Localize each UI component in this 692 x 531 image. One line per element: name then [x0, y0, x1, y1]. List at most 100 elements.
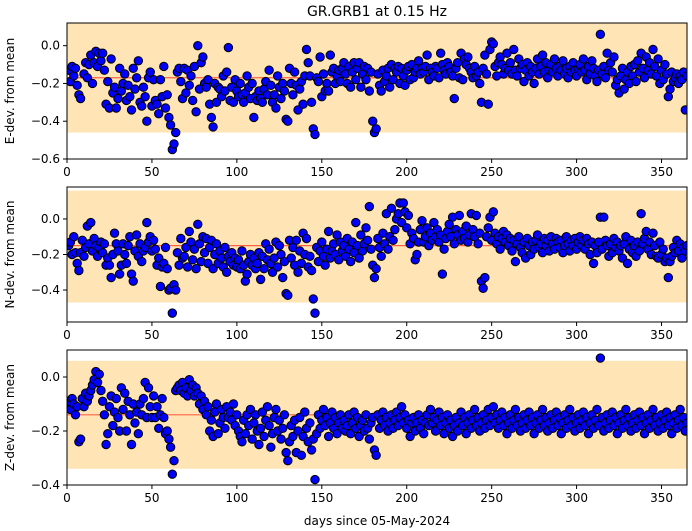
- data-point: [278, 423, 288, 433]
- data-point: [191, 107, 201, 117]
- data-point: [69, 71, 79, 81]
- data-point: [237, 437, 247, 447]
- data-point: [449, 93, 459, 104]
- data-point: [255, 423, 266, 433]
- data-point: [176, 233, 186, 244]
- data-point: [208, 122, 218, 132]
- data-point: [75, 434, 86, 444]
- data-point: [120, 249, 130, 260]
- data-point: [505, 57, 516, 68]
- data-point: [264, 420, 274, 431]
- data-point: [254, 439, 264, 450]
- data-point: [361, 74, 371, 85]
- data-point: [79, 251, 89, 261]
- y-tick-label: −0.2: [31, 248, 60, 262]
- data-point: [510, 404, 521, 415]
- data-point: [121, 258, 132, 269]
- data-point: [186, 71, 196, 81]
- data-point: [325, 50, 335, 60]
- data-point: [137, 101, 147, 111]
- data-point: [143, 383, 154, 393]
- data-point: [588, 258, 599, 269]
- data-point: [425, 404, 436, 415]
- data-point: [369, 272, 380, 283]
- data-point: [351, 217, 361, 228]
- data-point: [278, 272, 288, 283]
- data-point: [259, 431, 269, 442]
- data-point: [113, 412, 123, 423]
- data-point: [592, 76, 602, 87]
- data-point: [274, 240, 285, 251]
- data-point: [167, 469, 178, 479]
- data-point: [356, 82, 366, 92]
- data-point: [94, 369, 104, 379]
- data-point: [160, 103, 171, 113]
- data-point: [296, 450, 307, 460]
- data-point: [242, 71, 252, 81]
- data-point: [488, 39, 499, 49]
- data-point: [179, 251, 189, 261]
- data-point: [266, 442, 276, 452]
- data-point: [155, 74, 166, 85]
- data-point: [436, 48, 446, 58]
- y-tick-label: −0.6: [31, 152, 60, 166]
- data-point: [145, 67, 155, 77]
- data-point: [318, 404, 329, 415]
- x-tick-label: 350: [650, 491, 673, 505]
- x-tick-label: 150: [310, 328, 333, 342]
- data-point: [154, 108, 164, 119]
- data-point: [159, 61, 169, 72]
- panel-1: 0 50 100 150 200 250 300 350 0.0 −0.2 −0.4 −0.6 E-de…: [3, 22, 688, 179]
- y-tick-label: −0.2: [31, 76, 60, 90]
- data-point: [198, 52, 208, 62]
- x-tick-label: 350: [650, 328, 673, 342]
- data-point: [483, 99, 493, 109]
- data-point: [171, 127, 181, 138]
- data-point: [128, 276, 138, 286]
- data-point: [75, 93, 86, 104]
- data-point: [595, 353, 606, 363]
- data-point: [631, 76, 641, 87]
- x-tick-label: 100: [225, 165, 248, 179]
- data-point: [171, 285, 181, 295]
- x-tick-label: 150: [310, 165, 333, 179]
- data-point: [458, 74, 468, 85]
- data-point: [364, 86, 375, 96]
- data-point: [595, 29, 606, 40]
- data-point: [537, 50, 548, 60]
- data-point: [228, 399, 239, 409]
- data-point: [103, 429, 113, 439]
- data-point: [101, 439, 111, 450]
- data-point: [599, 212, 609, 222]
- data-point: [121, 426, 132, 436]
- data-point: [126, 439, 137, 450]
- data-point: [512, 71, 522, 81]
- data-point: [162, 264, 172, 274]
- data-point: [87, 78, 98, 89]
- data-point: [417, 216, 427, 226]
- data-point: [86, 217, 96, 228]
- data-point: [96, 56, 106, 66]
- data-point: [142, 116, 152, 126]
- x-tick-label: 200: [395, 165, 418, 179]
- data-point: [109, 228, 120, 238]
- data-point: [419, 429, 429, 439]
- x-tick-label: 100: [225, 328, 248, 342]
- data-point: [278, 78, 288, 89]
- x-tick-label: 250: [480, 491, 503, 505]
- data-point: [162, 426, 172, 436]
- data-point: [96, 385, 106, 396]
- data-point: [164, 434, 174, 444]
- data-point: [99, 410, 110, 420]
- data-point: [301, 44, 312, 55]
- data-point: [69, 232, 79, 242]
- data-point: [361, 223, 371, 233]
- data-point: [385, 82, 395, 92]
- x-tick-label: 0: [63, 165, 71, 179]
- data-point: [587, 56, 597, 66]
- data-point: [351, 74, 361, 85]
- data-point: [288, 90, 298, 100]
- data-point: [97, 396, 108, 406]
- data-point: [181, 88, 191, 98]
- data-point: [70, 410, 81, 420]
